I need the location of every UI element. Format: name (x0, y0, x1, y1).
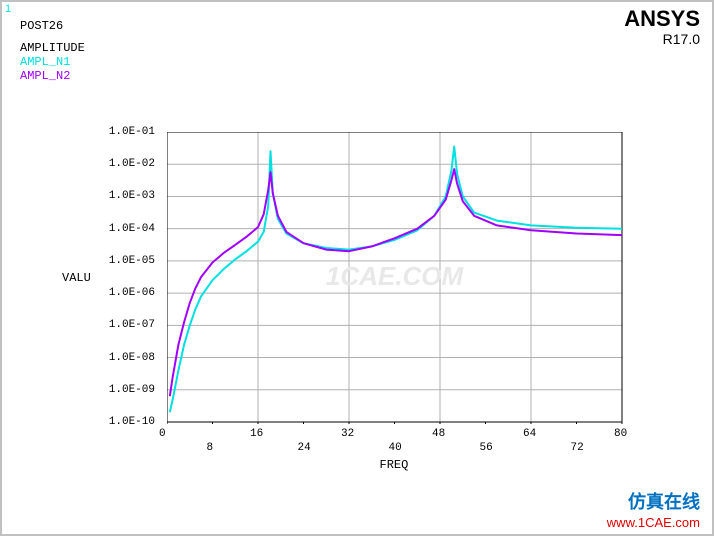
y-tick-label: 1.0E-04 (109, 223, 155, 235)
x-tick-label: 80 (614, 428, 627, 440)
y-axis-label: VALU (62, 271, 91, 285)
x-tick-label: 40 (389, 442, 402, 454)
version-label: R17.0 (663, 31, 700, 47)
svg-text:1CAE.COM: 1CAE.COM (326, 261, 465, 291)
y-tick-label: 1.0E-09 (109, 384, 155, 396)
watermark-name: 仿真在线 (628, 488, 700, 514)
y-tick-label: 1.0E-08 (109, 352, 155, 364)
legend-series-2: AMPL_N2 (20, 69, 70, 83)
watermark-url: www.1CAE.com (607, 515, 700, 530)
amplitude-label: AMPLITUDE (20, 41, 85, 55)
post26-label: POST26 (20, 19, 63, 33)
y-tick-label: 1.0E-07 (109, 319, 155, 331)
brand-label: ANSYS (624, 6, 700, 32)
window-index: 1 (5, 3, 11, 15)
legend-series-1: AMPL_N1 (20, 55, 70, 69)
x-tick-label: 56 (480, 442, 493, 454)
window-frame: 1 POST26 AMPLITUDE AMPL_N1 AMPL_N2 ANSYS… (0, 0, 714, 536)
y-tick-label: 1.0E-10 (109, 416, 155, 428)
x-axis-label: FREQ (380, 458, 409, 472)
x-tick-label: 8 (207, 442, 214, 454)
x-tick-label: 0 (159, 428, 166, 440)
x-tick-label: 24 (298, 442, 311, 454)
x-tick-label: 32 (341, 428, 354, 440)
y-tick-label: 1.0E-01 (109, 126, 155, 138)
y-tick-label: 1.0E-05 (109, 255, 155, 267)
x-tick-label: 16 (250, 428, 263, 440)
y-tick-label: 1.0E-03 (109, 190, 155, 202)
y-tick-label: 1.0E-02 (109, 158, 155, 170)
x-tick-label: 72 (571, 442, 584, 454)
chart-plot: 1CAE.COM (167, 132, 624, 424)
y-tick-label: 1.0E-06 (109, 287, 155, 299)
x-tick-label: 48 (432, 428, 445, 440)
x-tick-label: 64 (523, 428, 536, 440)
